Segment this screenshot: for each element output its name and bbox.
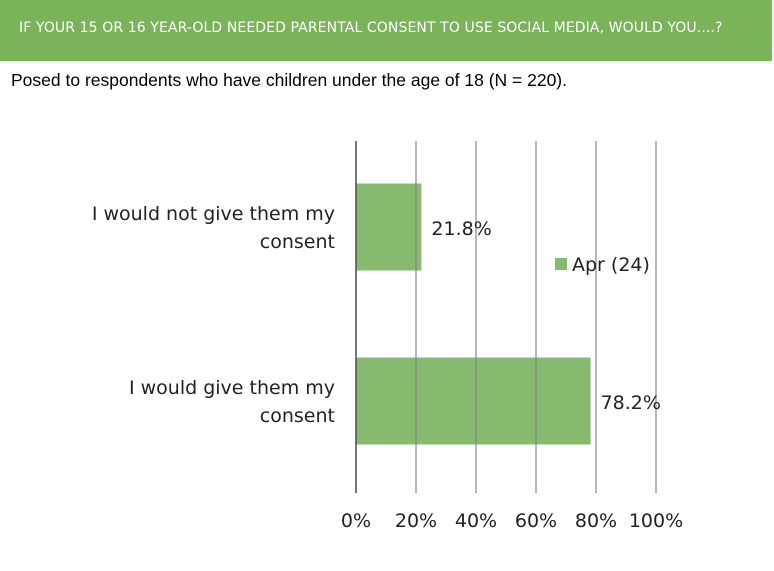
category-label: consent <box>260 405 335 427</box>
legend-swatch <box>555 258 567 270</box>
category-label: consent <box>260 231 335 253</box>
x-tick-label: 0% <box>341 510 371 532</box>
header-banner: IF YOUR 15 OR 16 YEAR-OLD NEEDED PARENTA… <box>0 0 772 61</box>
x-tick-label: 100% <box>629 510 683 532</box>
category-label: I would give them my <box>129 377 335 399</box>
x-tick-label: 20% <box>395 510 437 532</box>
category-label: I would not give them my <box>92 203 335 225</box>
bar <box>356 357 591 445</box>
x-tick-label: 60% <box>515 510 557 532</box>
chart-title: IF YOUR 15 OR 16 YEAR-OLD NEEDED PARENTA… <box>19 20 723 36</box>
x-tick-label: 40% <box>455 510 497 532</box>
bar <box>356 183 422 271</box>
legend-label: Apr (24) <box>572 254 650 276</box>
chart-subtitle: Posed to respondents who have children u… <box>11 70 567 90</box>
x-tick-label: 80% <box>575 510 617 532</box>
data-label: 21.8% <box>431 218 491 240</box>
data-label: 78.2% <box>601 392 661 414</box>
